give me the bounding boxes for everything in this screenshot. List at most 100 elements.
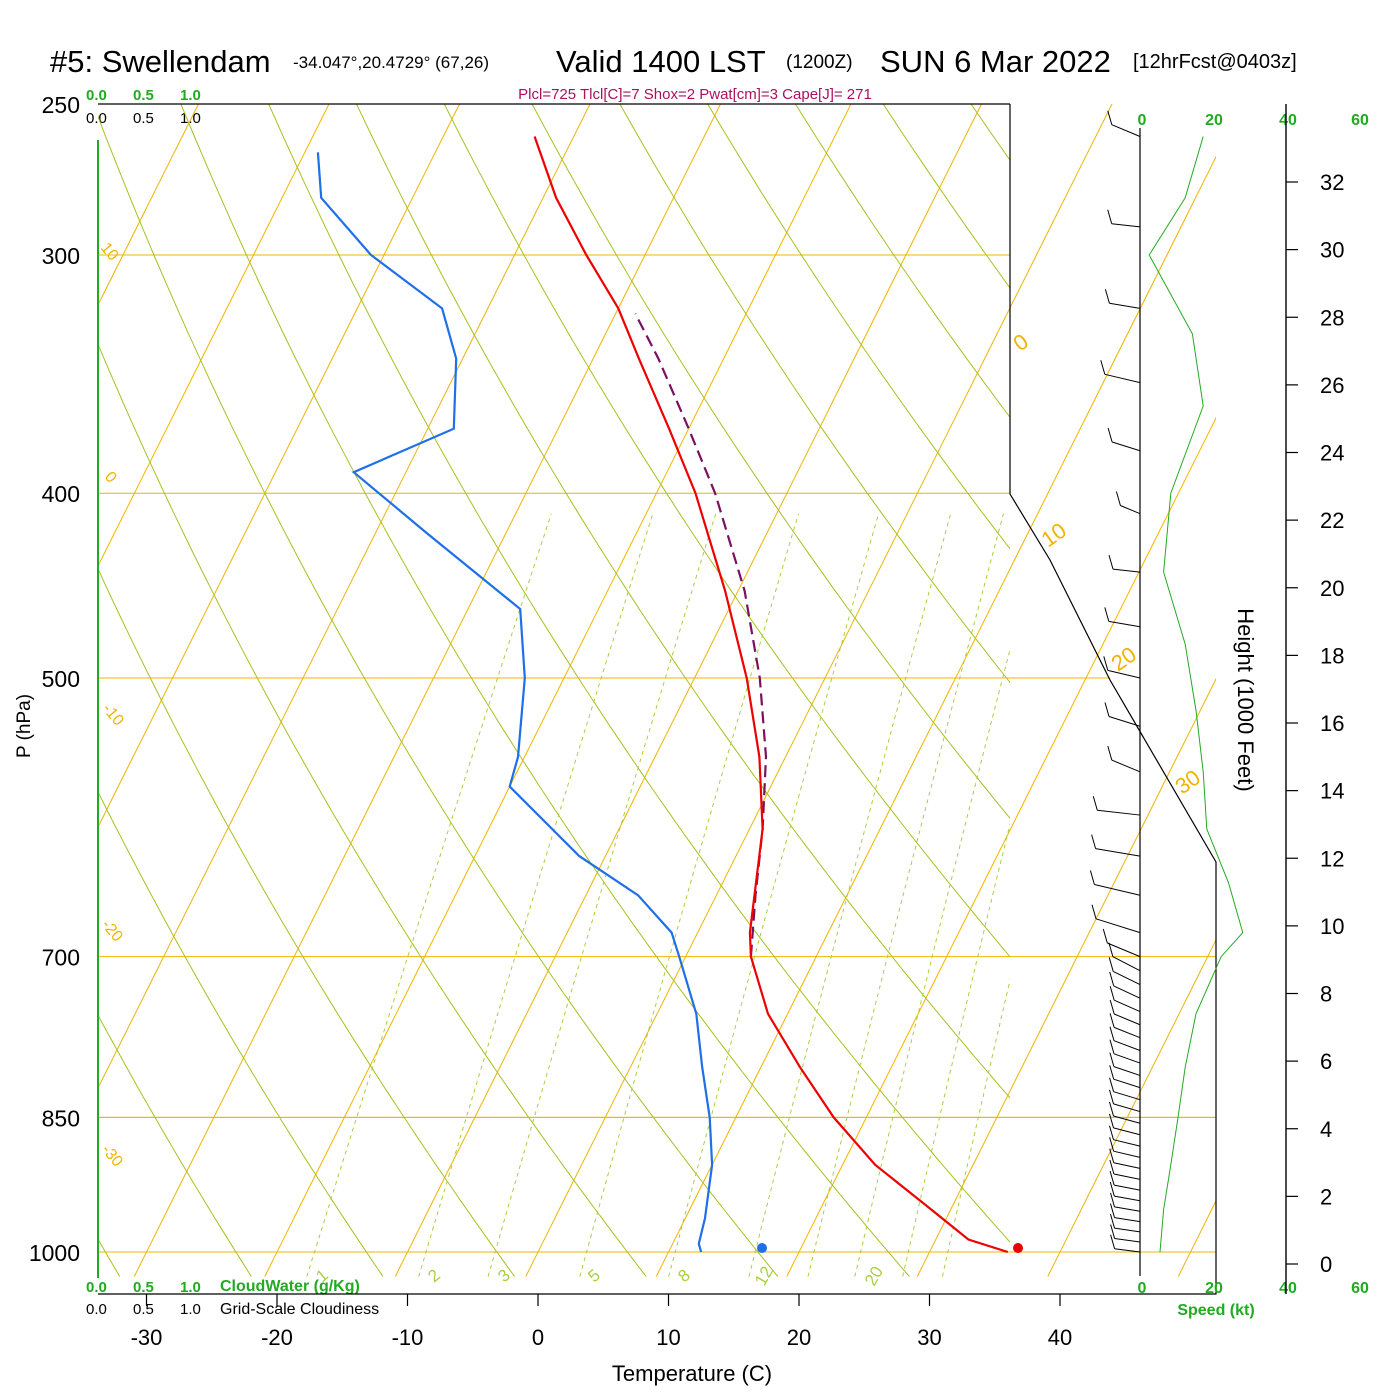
wind-barb-flag-988 xyxy=(1110,1224,1116,1239)
wind-barb-868 xyxy=(1113,1127,1141,1136)
wind-barb-flag-820 xyxy=(1109,1065,1115,1080)
mix-label-5: 5 xyxy=(584,1265,603,1286)
dry-adiabat-380 xyxy=(882,104,1010,289)
wind-barb-856 xyxy=(1113,1115,1141,1124)
isotherm--30 xyxy=(133,104,721,1277)
wind-barb-flag-928 xyxy=(1109,1170,1115,1186)
pressure-label-400: 400 xyxy=(42,481,80,507)
mix-label-8: 8 xyxy=(674,1265,693,1286)
wind-barb-flag-380 xyxy=(1107,427,1113,443)
dry-adiabat-320 xyxy=(356,104,1010,1099)
wind-barb-flag-808 xyxy=(1109,1052,1115,1067)
wind-barb-flag-748 xyxy=(1109,986,1115,1001)
cloud-top-black-1: 0.5 xyxy=(133,110,154,127)
parcel-trace xyxy=(634,313,768,957)
wind-barb-flag-470 xyxy=(1104,607,1110,622)
cloud-top-green-0: 0.0 xyxy=(86,87,107,104)
isotherm-30 xyxy=(916,677,1216,1277)
mix-label-2: 2 xyxy=(424,1265,443,1286)
wind-barb-flag-880 xyxy=(1109,1125,1114,1140)
wind-barb-flag-320 xyxy=(1104,289,1110,304)
wind-barb-flag-892 xyxy=(1109,1137,1115,1152)
wind-barb-916 xyxy=(1113,1173,1141,1180)
speed-tick-bot-20: 20 xyxy=(1205,1280,1223,1297)
wind-barb-flag-440 xyxy=(1108,554,1114,570)
mix-label-12: 12 xyxy=(751,1263,777,1289)
cloud-bot-green-0: 0.0 xyxy=(86,1279,107,1296)
wind-barb-flag-916 xyxy=(1109,1159,1115,1175)
wind-barb-flag-868 xyxy=(1109,1113,1114,1129)
mixing-ratio-16 xyxy=(807,513,1004,1277)
mixing-ratio-labels: 1 2 3 5 8 12 20 xyxy=(312,1263,887,1289)
temperature-ticks: -30 -20 -10 0 10 20 30 40 xyxy=(131,1294,1072,1350)
height-tick-label-6: 6 xyxy=(1320,1049,1332,1074)
frame-outline xyxy=(98,104,1217,1295)
isotherm--60 xyxy=(98,104,330,568)
wind-barb-flag-796 xyxy=(1109,1039,1115,1054)
pressure-axis-label: P (hPa) xyxy=(14,694,35,758)
cloud-bot-black-1: 0.5 xyxy=(133,1301,154,1318)
dry-adiabat-290 xyxy=(98,115,779,1277)
cloud-top-green-1: 0.5 xyxy=(133,87,154,104)
temp-tick-label-40: 40 xyxy=(1048,1325,1072,1350)
wind-barb-flag-724 xyxy=(1108,957,1114,972)
station-coords: -34.047°,20.4729° (67,26) xyxy=(293,53,489,72)
valid-time: Valid 1400 LST xyxy=(556,44,766,79)
wind-barb-748 xyxy=(1113,999,1141,1013)
speed-tick-top-60: 60 xyxy=(1351,112,1369,129)
cloud-bot-black-2: 1.0 xyxy=(180,1301,201,1318)
speed-tick-bot-60: 60 xyxy=(1351,1280,1369,1297)
wind-barb-844 xyxy=(1113,1103,1141,1113)
wind-barb-808 xyxy=(1113,1066,1141,1076)
speed-tick-bot-0: 0 xyxy=(1138,1280,1147,1297)
wind-barb-560 xyxy=(1111,759,1141,773)
isotherm-0 xyxy=(525,104,1113,1277)
isotherm-60 xyxy=(1309,104,1400,1277)
cloud-scale-bottom: 0.0 0.5 1.0 CloudWater (g/Kg) 0.0 0.5 1.… xyxy=(86,1278,379,1318)
wind-barb-flag-680 xyxy=(1091,904,1097,919)
speed-tick-top-0: 0 xyxy=(1138,112,1147,129)
isotherm-labels: 10 0 -10 -20 -30 0 10 20 30 xyxy=(97,240,1205,1171)
station-title: #5: Swellendam xyxy=(50,44,271,79)
dry-adiabat-310 xyxy=(268,104,1010,1243)
wind-barb-flag-736 xyxy=(1109,971,1115,987)
dry-adiabat-400 xyxy=(1059,104,1400,1277)
wind-barb-flag-952 xyxy=(1110,1192,1115,1208)
isotherm-label-10-left: 10 xyxy=(97,240,122,265)
mixing-ratio-25 xyxy=(902,822,1010,1277)
temp-tick-label--30: -30 xyxy=(131,1325,163,1350)
wind-barb-410 xyxy=(1120,505,1141,515)
height-tick-label-18: 18 xyxy=(1320,643,1344,668)
height-tick-label-14: 14 xyxy=(1320,779,1344,804)
isotherm-10 xyxy=(655,155,1216,1277)
height-tick-label-12: 12 xyxy=(1320,846,1344,871)
dry-adiabats xyxy=(98,104,1400,1277)
wind-barb-flag-620 xyxy=(1091,834,1097,849)
wind-barb-680 xyxy=(1095,918,1141,934)
wind-barb-flag-856 xyxy=(1109,1101,1114,1117)
height-tick-label-28: 28 xyxy=(1320,305,1344,330)
height-tick-label-0: 0 xyxy=(1320,1252,1332,1277)
wind-barb-928 xyxy=(1114,1184,1141,1191)
cloud-bot-green-2: 1.0 xyxy=(180,1279,201,1296)
wind-barb-1000 xyxy=(1114,1248,1141,1253)
speed-tick-top-40: 40 xyxy=(1279,112,1297,129)
isotherm--20 xyxy=(264,104,852,1277)
dry-adiabat-420 xyxy=(1234,104,1400,1277)
wind-barb-flag-844 xyxy=(1109,1089,1114,1105)
mixing-ratio-20 xyxy=(854,647,1010,1277)
pressure-label-850: 850 xyxy=(42,1105,80,1131)
wind-speed-trace xyxy=(1148,136,1244,1253)
wind-barb-712 xyxy=(1112,956,1141,972)
temp-tick-label--20: -20 xyxy=(261,1325,293,1350)
wind-barb-772 xyxy=(1113,1026,1141,1039)
isotherm-40 xyxy=(1047,938,1216,1277)
wind-barb-flag-904 xyxy=(1109,1148,1115,1163)
isotherm-label-0-right: 0 xyxy=(1009,329,1033,357)
wind-barb-784 xyxy=(1113,1040,1141,1051)
mixing-ratio-5 xyxy=(579,513,799,1277)
mixing-ratio-3 xyxy=(487,513,717,1277)
dry-adiabat-280 xyxy=(98,343,647,1277)
wind-barb-flag-772 xyxy=(1109,1013,1115,1028)
wind-barb-820 xyxy=(1113,1078,1141,1089)
